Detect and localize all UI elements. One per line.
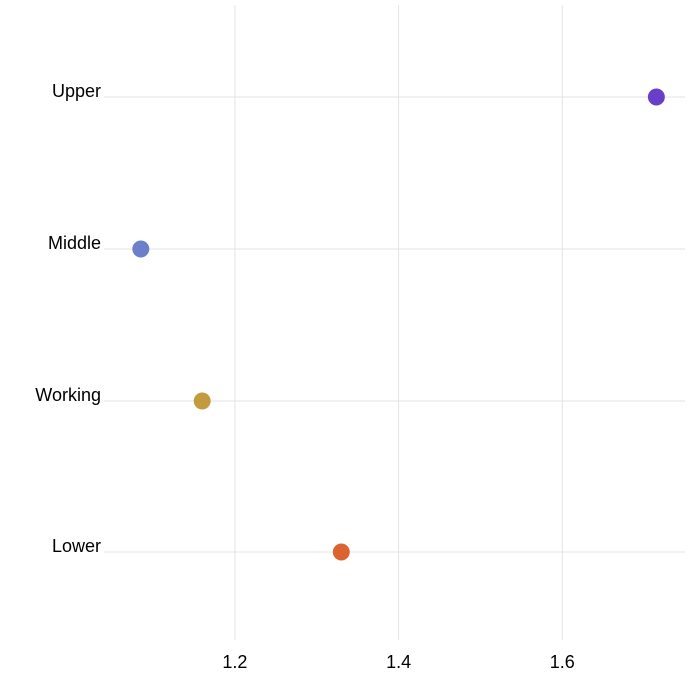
data-points <box>132 88 665 561</box>
data-point-working <box>193 392 211 410</box>
x-axis-labels: 1.2 1.4 1.6 <box>222 652 574 672</box>
y-tick-label-middle: Middle <box>48 233 101 253</box>
x-tick-label-2: 1.6 <box>550 652 575 672</box>
grid-layer <box>104 5 685 640</box>
data-point-lower <box>332 543 350 561</box>
y-axis-labels: Upper Middle Working Lower <box>35 81 101 556</box>
x-tick-label-1: 1.4 <box>386 652 411 672</box>
y-tick-label-working: Working <box>35 385 101 405</box>
data-point-middle <box>132 240 150 258</box>
y-tick-label-lower: Lower <box>52 536 101 556</box>
y-tick-label-upper: Upper <box>52 81 101 101</box>
x-tick-label-0: 1.2 <box>222 652 247 672</box>
data-point-upper <box>647 88 665 106</box>
